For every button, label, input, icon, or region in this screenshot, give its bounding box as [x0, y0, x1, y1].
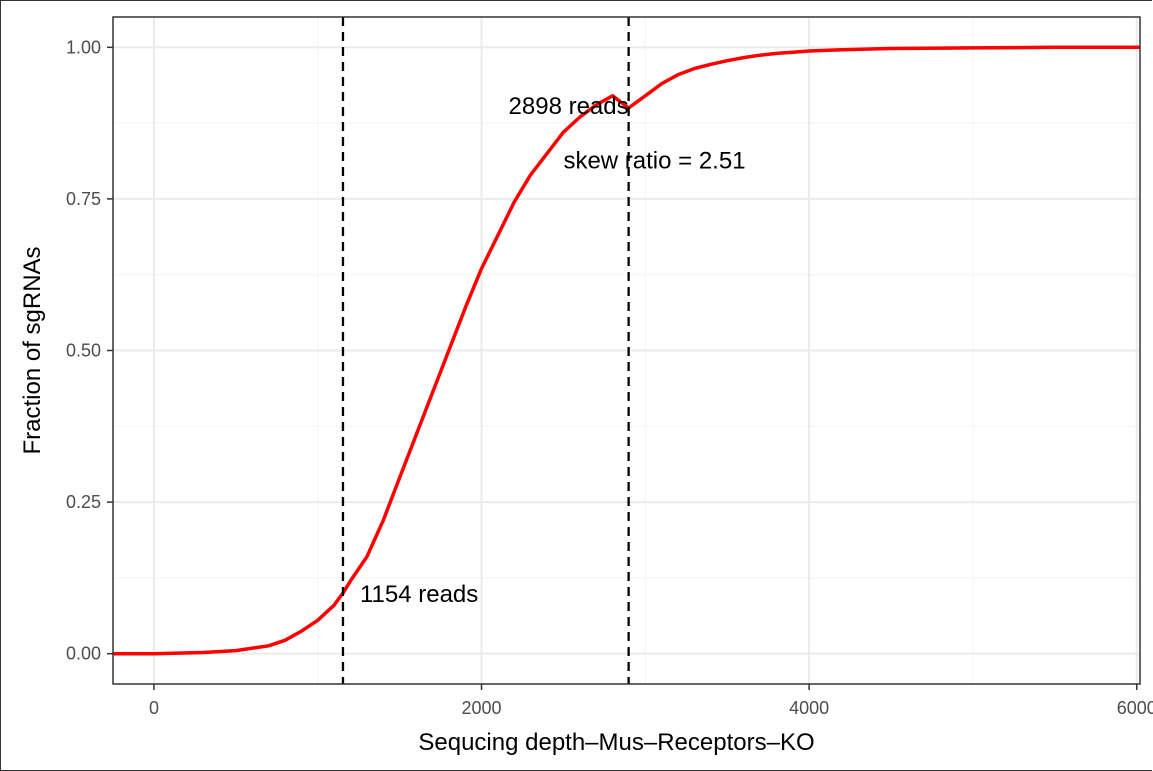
y-tick-label: 1.00 [66, 37, 101, 57]
annotations: 1154 reads 2898 reads skew ratio = 2.51 [360, 93, 746, 608]
series-layer [113, 45, 1140, 656]
vline-label-low: 1154 reads [360, 581, 478, 608]
x-tick-label: 4000 [789, 698, 829, 718]
y-tick-label: 0.50 [66, 341, 101, 361]
y-tick-label: 0.75 [66, 189, 101, 209]
y-tick-label: 0.00 [66, 644, 101, 664]
x-tick-label: 0 [149, 698, 159, 718]
x-axis-ticks: 0 2000 4000 6000 [149, 684, 1153, 718]
x-axis-title: Sequcing depth–Mus–Receptors–KO [418, 729, 814, 756]
series-line-0 [113, 45, 1140, 656]
vline-label-high: 2898 reads [509, 93, 629, 120]
y-axis-ticks: 0.00 0.25 0.50 0.75 1.00 [66, 37, 113, 664]
reference-lines [341, 17, 630, 684]
x-tick-label: 2000 [462, 698, 502, 718]
skew-ratio-annotation: skew ratio = 2.51 [563, 148, 745, 175]
x-tick-label: 6000 [1117, 698, 1153, 718]
y-tick-label: 0.25 [66, 492, 101, 512]
y-axis-title: Fraction of sgRNAs [19, 246, 46, 454]
major-gridlines [113, 17, 1140, 684]
